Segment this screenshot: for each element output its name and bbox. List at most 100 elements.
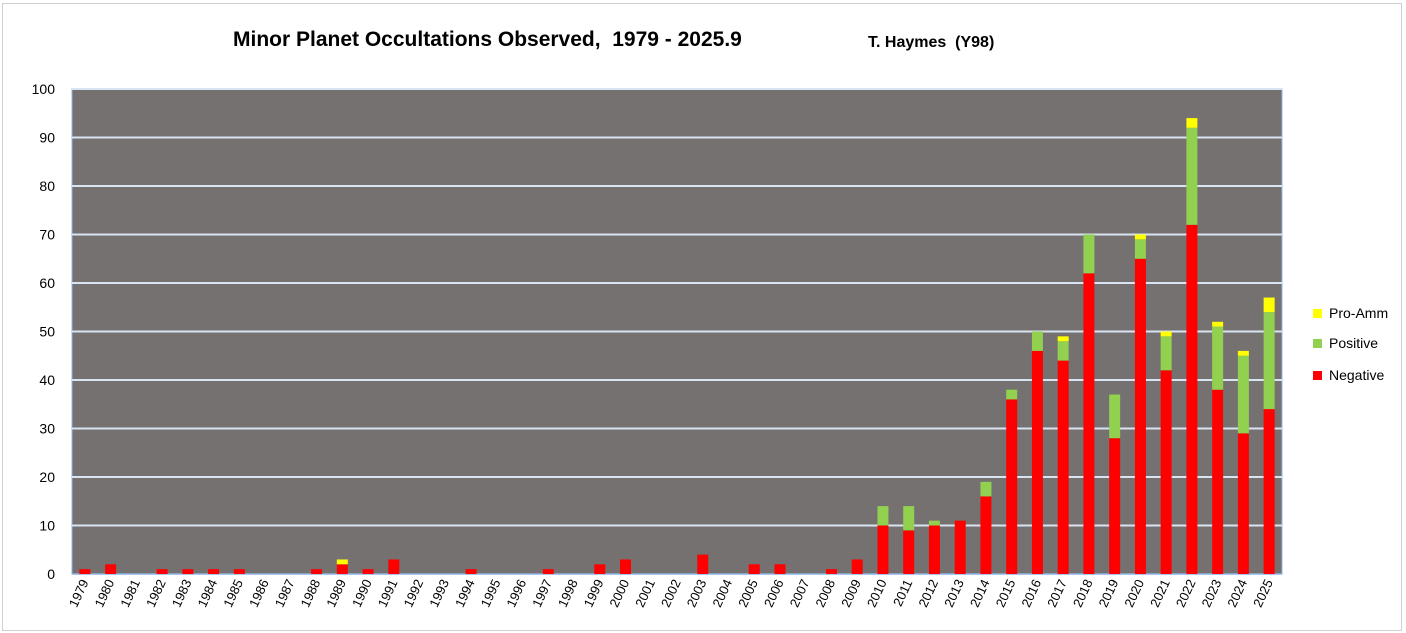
x-tick-label: 2015 xyxy=(993,577,1019,610)
x-tick-label: 2014 xyxy=(967,577,993,610)
y-tick-label: 90 xyxy=(39,130,55,146)
bar-positive-2023 xyxy=(1212,326,1224,390)
bar-pro-amm-2025 xyxy=(1263,297,1275,313)
y-tick-label: 0 xyxy=(47,566,55,582)
bar-negative-2021 xyxy=(1160,370,1172,574)
y-tick-label: 70 xyxy=(39,227,55,243)
bar-positive-2018 xyxy=(1083,234,1095,274)
bar-positive-2024 xyxy=(1237,355,1249,434)
bar-pro-amm-2022 xyxy=(1186,118,1198,128)
y-tick-label: 50 xyxy=(39,324,55,340)
bar-negative-2011 xyxy=(903,530,915,574)
x-tick-label: 2005 xyxy=(735,577,761,610)
bar-positive-2020 xyxy=(1134,239,1146,259)
bar-positive-2017 xyxy=(1057,341,1069,361)
y-tick-label: 40 xyxy=(39,372,55,388)
y-tick-label: 60 xyxy=(39,275,55,291)
x-tick-label: 1986 xyxy=(246,577,272,610)
x-tick-label: 1979 xyxy=(66,577,92,610)
chart-subtitle: T. Haymes (Y98) xyxy=(868,34,995,51)
bar-negative-1991 xyxy=(388,559,400,574)
x-tick-label: 1988 xyxy=(297,577,323,610)
x-tick-label: 2024 xyxy=(1224,577,1250,610)
y-tick-label: 10 xyxy=(39,518,55,534)
x-tick-label: 2020 xyxy=(1121,577,1147,610)
bar-negative-1990 xyxy=(362,569,374,574)
bar-positive-2010 xyxy=(877,506,889,526)
bar-negative-1999 xyxy=(594,564,606,574)
bar-negative-1989 xyxy=(336,564,348,574)
x-tick-label: 2003 xyxy=(684,577,710,610)
bar-negative-2006 xyxy=(774,564,786,574)
legend-swatch xyxy=(1313,308,1322,318)
x-tick-label: 2013 xyxy=(941,577,967,610)
bar-positive-2025 xyxy=(1263,312,1275,410)
legend-label: Negative xyxy=(1329,367,1385,383)
x-tick-label: 1980 xyxy=(92,577,118,610)
bar-pro-amm-1989 xyxy=(336,559,348,565)
chart-frame xyxy=(2,3,1402,631)
x-tick-label: 2016 xyxy=(1018,577,1044,610)
bar-negative-2024 xyxy=(1237,433,1249,574)
bar-pro-amm-2024 xyxy=(1237,350,1249,356)
bar-negative-2014 xyxy=(980,496,992,574)
bar-negative-2025 xyxy=(1263,409,1275,574)
legend-label: Pro-Amm xyxy=(1329,305,1389,321)
x-tick-label: 1995 xyxy=(478,577,504,610)
bar-negative-2012 xyxy=(928,525,940,574)
x-tick-label: 2012 xyxy=(915,577,941,610)
bar-negative-1985 xyxy=(233,569,245,574)
x-tick-label: 1999 xyxy=(581,577,607,610)
x-tick-label: 1998 xyxy=(555,577,581,610)
legend-item-pro-amm: Pro-Amm xyxy=(1313,305,1388,321)
y-tick-label: 20 xyxy=(39,469,55,485)
y-tick-label: 80 xyxy=(39,178,55,194)
x-tick-label: 2002 xyxy=(658,577,684,610)
legend-swatch xyxy=(1313,338,1322,348)
x-tick-label: 1987 xyxy=(272,577,298,610)
x-tick-label: 2000 xyxy=(606,577,632,610)
bar-positive-2019 xyxy=(1109,394,1121,439)
bar-pro-amm-2017 xyxy=(1057,336,1069,342)
x-tick-label: 2001 xyxy=(632,577,658,610)
x-tick-label: 2008 xyxy=(812,577,838,610)
x-tick-label: 1992 xyxy=(400,577,426,610)
legend-swatch xyxy=(1313,370,1322,380)
x-tick-label: 2007 xyxy=(787,577,813,610)
bar-pro-amm-2023 xyxy=(1212,321,1224,327)
legend-label: Positive xyxy=(1329,335,1379,351)
bar-positive-2022 xyxy=(1186,127,1198,225)
x-tick-label: 1996 xyxy=(503,577,529,610)
x-tick-label: 1997 xyxy=(529,577,555,610)
bar-negative-2016 xyxy=(1031,350,1043,574)
x-tick-label: 2025 xyxy=(1250,577,1276,610)
x-tick-label: 2009 xyxy=(838,577,864,610)
x-tick-label: 2006 xyxy=(761,577,787,610)
bar-negative-2003 xyxy=(697,554,709,574)
x-tick-label: 2022 xyxy=(1173,577,1199,610)
x-tick-label: 2011 xyxy=(890,577,915,609)
x-tick-label: 1993 xyxy=(426,577,452,610)
bar-negative-2023 xyxy=(1212,389,1224,574)
bar-negative-2000 xyxy=(620,559,632,574)
x-tick-label: 1989 xyxy=(323,577,349,610)
bar-negative-2008 xyxy=(825,569,837,574)
legend-item-negative: Negative xyxy=(1313,367,1384,383)
bar-negative-2013 xyxy=(954,520,966,574)
chart-title: Minor Planet Occultations Observed, 1979… xyxy=(233,28,742,51)
x-tick-label: 1984 xyxy=(194,577,220,610)
x-tick-label: 1990 xyxy=(349,577,375,610)
bar-negative-2009 xyxy=(851,559,863,574)
bar-negative-2020 xyxy=(1134,258,1146,574)
y-tick-label: 30 xyxy=(39,421,55,437)
x-tick-label: 2017 xyxy=(1044,577,1070,610)
x-tick-label: 1991 xyxy=(375,577,401,610)
bar-negative-1994 xyxy=(465,569,477,574)
bar-positive-2011 xyxy=(903,506,915,531)
y-tick-label: 100 xyxy=(32,81,56,97)
x-tick-label: 2019 xyxy=(1096,577,1122,610)
bar-positive-2021 xyxy=(1160,336,1172,371)
bar-positive-2016 xyxy=(1031,331,1043,351)
bar-negative-2017 xyxy=(1057,360,1069,574)
